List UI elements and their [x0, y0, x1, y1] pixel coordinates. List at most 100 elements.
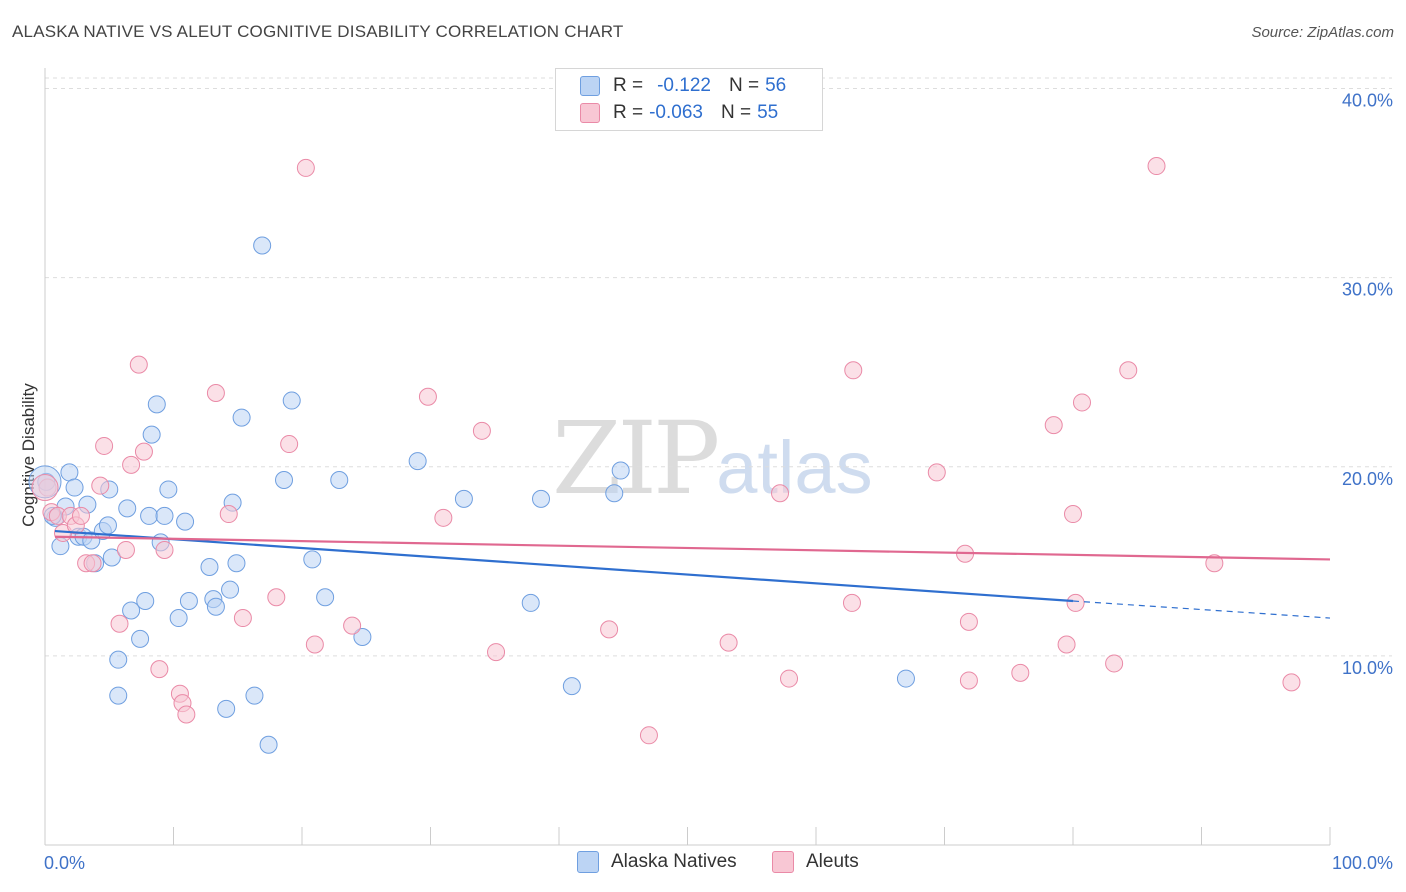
legend-swatch-blue	[580, 76, 600, 96]
data-point-alaska-natives	[253, 236, 272, 255]
data-point-aleuts	[927, 463, 946, 482]
data-point-alaska-natives	[136, 592, 155, 611]
data-point-alaska-natives	[169, 609, 188, 628]
legend-r-label: R =	[613, 75, 644, 96]
data-point-aleuts	[1105, 654, 1124, 673]
legend-swatch-pink	[772, 851, 794, 873]
legend-n-label: N =	[720, 102, 752, 123]
data-point-alaska-natives	[140, 506, 159, 525]
data-point-alaska-natives	[408, 452, 427, 471]
legend-stats: R = -0.122 N = 56 R = -0.063 N = 55	[555, 68, 823, 131]
data-point-aleuts	[719, 633, 738, 652]
data-point-alaska-natives	[532, 489, 551, 508]
x-tick-label: 100.0%	[1332, 853, 1393, 873]
legend-n-value: 55	[757, 102, 779, 123]
data-point-alaska-natives	[521, 593, 540, 612]
data-point-alaska-natives	[611, 461, 630, 480]
data-point-aleuts	[959, 612, 978, 631]
legend-swatch-blue	[577, 851, 599, 873]
data-point-alaska-natives	[142, 425, 161, 444]
chart-title: ALASKA NATIVE VS ALEUT COGNITIVE DISABIL…	[12, 22, 624, 41]
data-point-alaska-natives	[98, 516, 117, 535]
data-point-aleuts	[31, 474, 59, 502]
data-point-aleuts	[280, 435, 299, 454]
data-point-aleuts	[91, 476, 110, 495]
data-point-alaska-natives	[118, 499, 137, 518]
data-point-aleuts	[959, 671, 978, 690]
data-point-aleuts	[418, 387, 437, 406]
legend-stats-row-alaska-natives: R = -0.122 N = 56	[580, 73, 786, 99]
data-point-aleuts	[110, 614, 129, 633]
data-point-aleuts	[639, 726, 658, 745]
data-point-aleuts	[1057, 635, 1076, 654]
data-point-alaska-natives	[60, 463, 79, 482]
data-point-alaska-natives	[605, 484, 624, 503]
x-tick-label: 0.0%	[44, 853, 85, 873]
data-point-aleuts	[1044, 416, 1063, 435]
data-point-aleuts	[206, 383, 225, 402]
watermark-zip: ZIP	[552, 400, 720, 517]
data-point-aleuts	[134, 442, 153, 461]
data-point-aleuts	[83, 554, 102, 573]
data-point-aleuts	[1147, 157, 1166, 176]
data-point-aleuts	[267, 588, 286, 607]
legend-item-aleuts[interactable]: Aleuts	[772, 851, 859, 873]
legend-n-label: N =	[728, 75, 760, 96]
data-point-aleuts	[233, 609, 252, 628]
legend-n-value: 56	[765, 75, 787, 96]
watermark-atlas: atlas	[716, 426, 873, 509]
data-point-alaska-natives	[102, 548, 121, 567]
data-point-alaska-natives	[206, 597, 225, 616]
data-point-aleuts	[780, 669, 799, 688]
data-point-aleuts	[1011, 663, 1030, 682]
data-point-alaska-natives	[282, 391, 301, 410]
data-point-aleuts	[343, 616, 362, 635]
data-point-aleuts	[296, 158, 315, 177]
legend-r-label: R =	[613, 102, 644, 123]
data-point-alaska-natives	[131, 629, 150, 648]
data-point-aleuts	[1205, 554, 1224, 573]
trend-line-extension-alaska-natives	[1072, 600, 1331, 619]
data-point-alaska-natives	[155, 506, 174, 525]
y-tick-label: 40.0%	[1342, 91, 1393, 111]
y-axis-label: Cognitive Disability	[19, 383, 38, 527]
data-point-alaska-natives	[896, 669, 915, 688]
data-point-aleuts	[1282, 673, 1301, 692]
trend-line-aleuts	[54, 535, 1331, 561]
data-point-aleuts	[600, 620, 619, 639]
data-point-alaska-natives	[227, 554, 246, 573]
data-point-alaska-natives	[122, 601, 141, 620]
trend-line-alaska-natives	[54, 529, 1074, 603]
data-point-alaska-natives	[176, 512, 195, 531]
data-point-aleuts	[122, 455, 141, 474]
data-point-alaska-natives	[245, 686, 264, 705]
legend-r-value: -0.063	[649, 102, 703, 123]
data-point-aleuts	[116, 540, 135, 559]
data-point-aleuts	[1119, 361, 1138, 380]
data-point-alaska-natives	[109, 650, 128, 669]
source-label: Source: ZipAtlas.com	[1251, 24, 1394, 41]
legend-stats-row-aleuts: R = -0.063 N = 55	[580, 100, 778, 126]
data-point-aleuts	[771, 484, 790, 503]
data-point-alaska-natives	[275, 470, 294, 489]
watermark: ZIPatlas	[552, 400, 873, 517]
legend-series: Alaska Natives Aleuts	[0, 851, 1406, 877]
data-point-alaska-natives	[330, 470, 349, 489]
data-point-alaska-natives	[200, 557, 219, 576]
data-point-aleuts	[305, 635, 324, 654]
data-point-alaska-natives	[562, 677, 581, 696]
data-point-aleuts	[1066, 593, 1085, 612]
data-point-alaska-natives	[232, 408, 251, 427]
data-point-aleuts	[1064, 505, 1082, 524]
legend-item-alaska-natives[interactable]: Alaska Natives	[577, 851, 737, 873]
data-point-aleuts	[1072, 393, 1091, 412]
data-point-alaska-natives	[147, 395, 166, 414]
y-tick-label: 20.0%	[1342, 469, 1393, 489]
data-point-alaska-natives	[109, 686, 128, 705]
data-point-aleuts	[155, 540, 174, 559]
data-point-alaska-natives	[454, 489, 473, 508]
data-point-aleuts	[844, 361, 863, 380]
data-point-aleuts	[434, 508, 453, 527]
data-point-alaska-natives	[65, 478, 84, 497]
data-point-alaska-natives	[217, 699, 236, 718]
